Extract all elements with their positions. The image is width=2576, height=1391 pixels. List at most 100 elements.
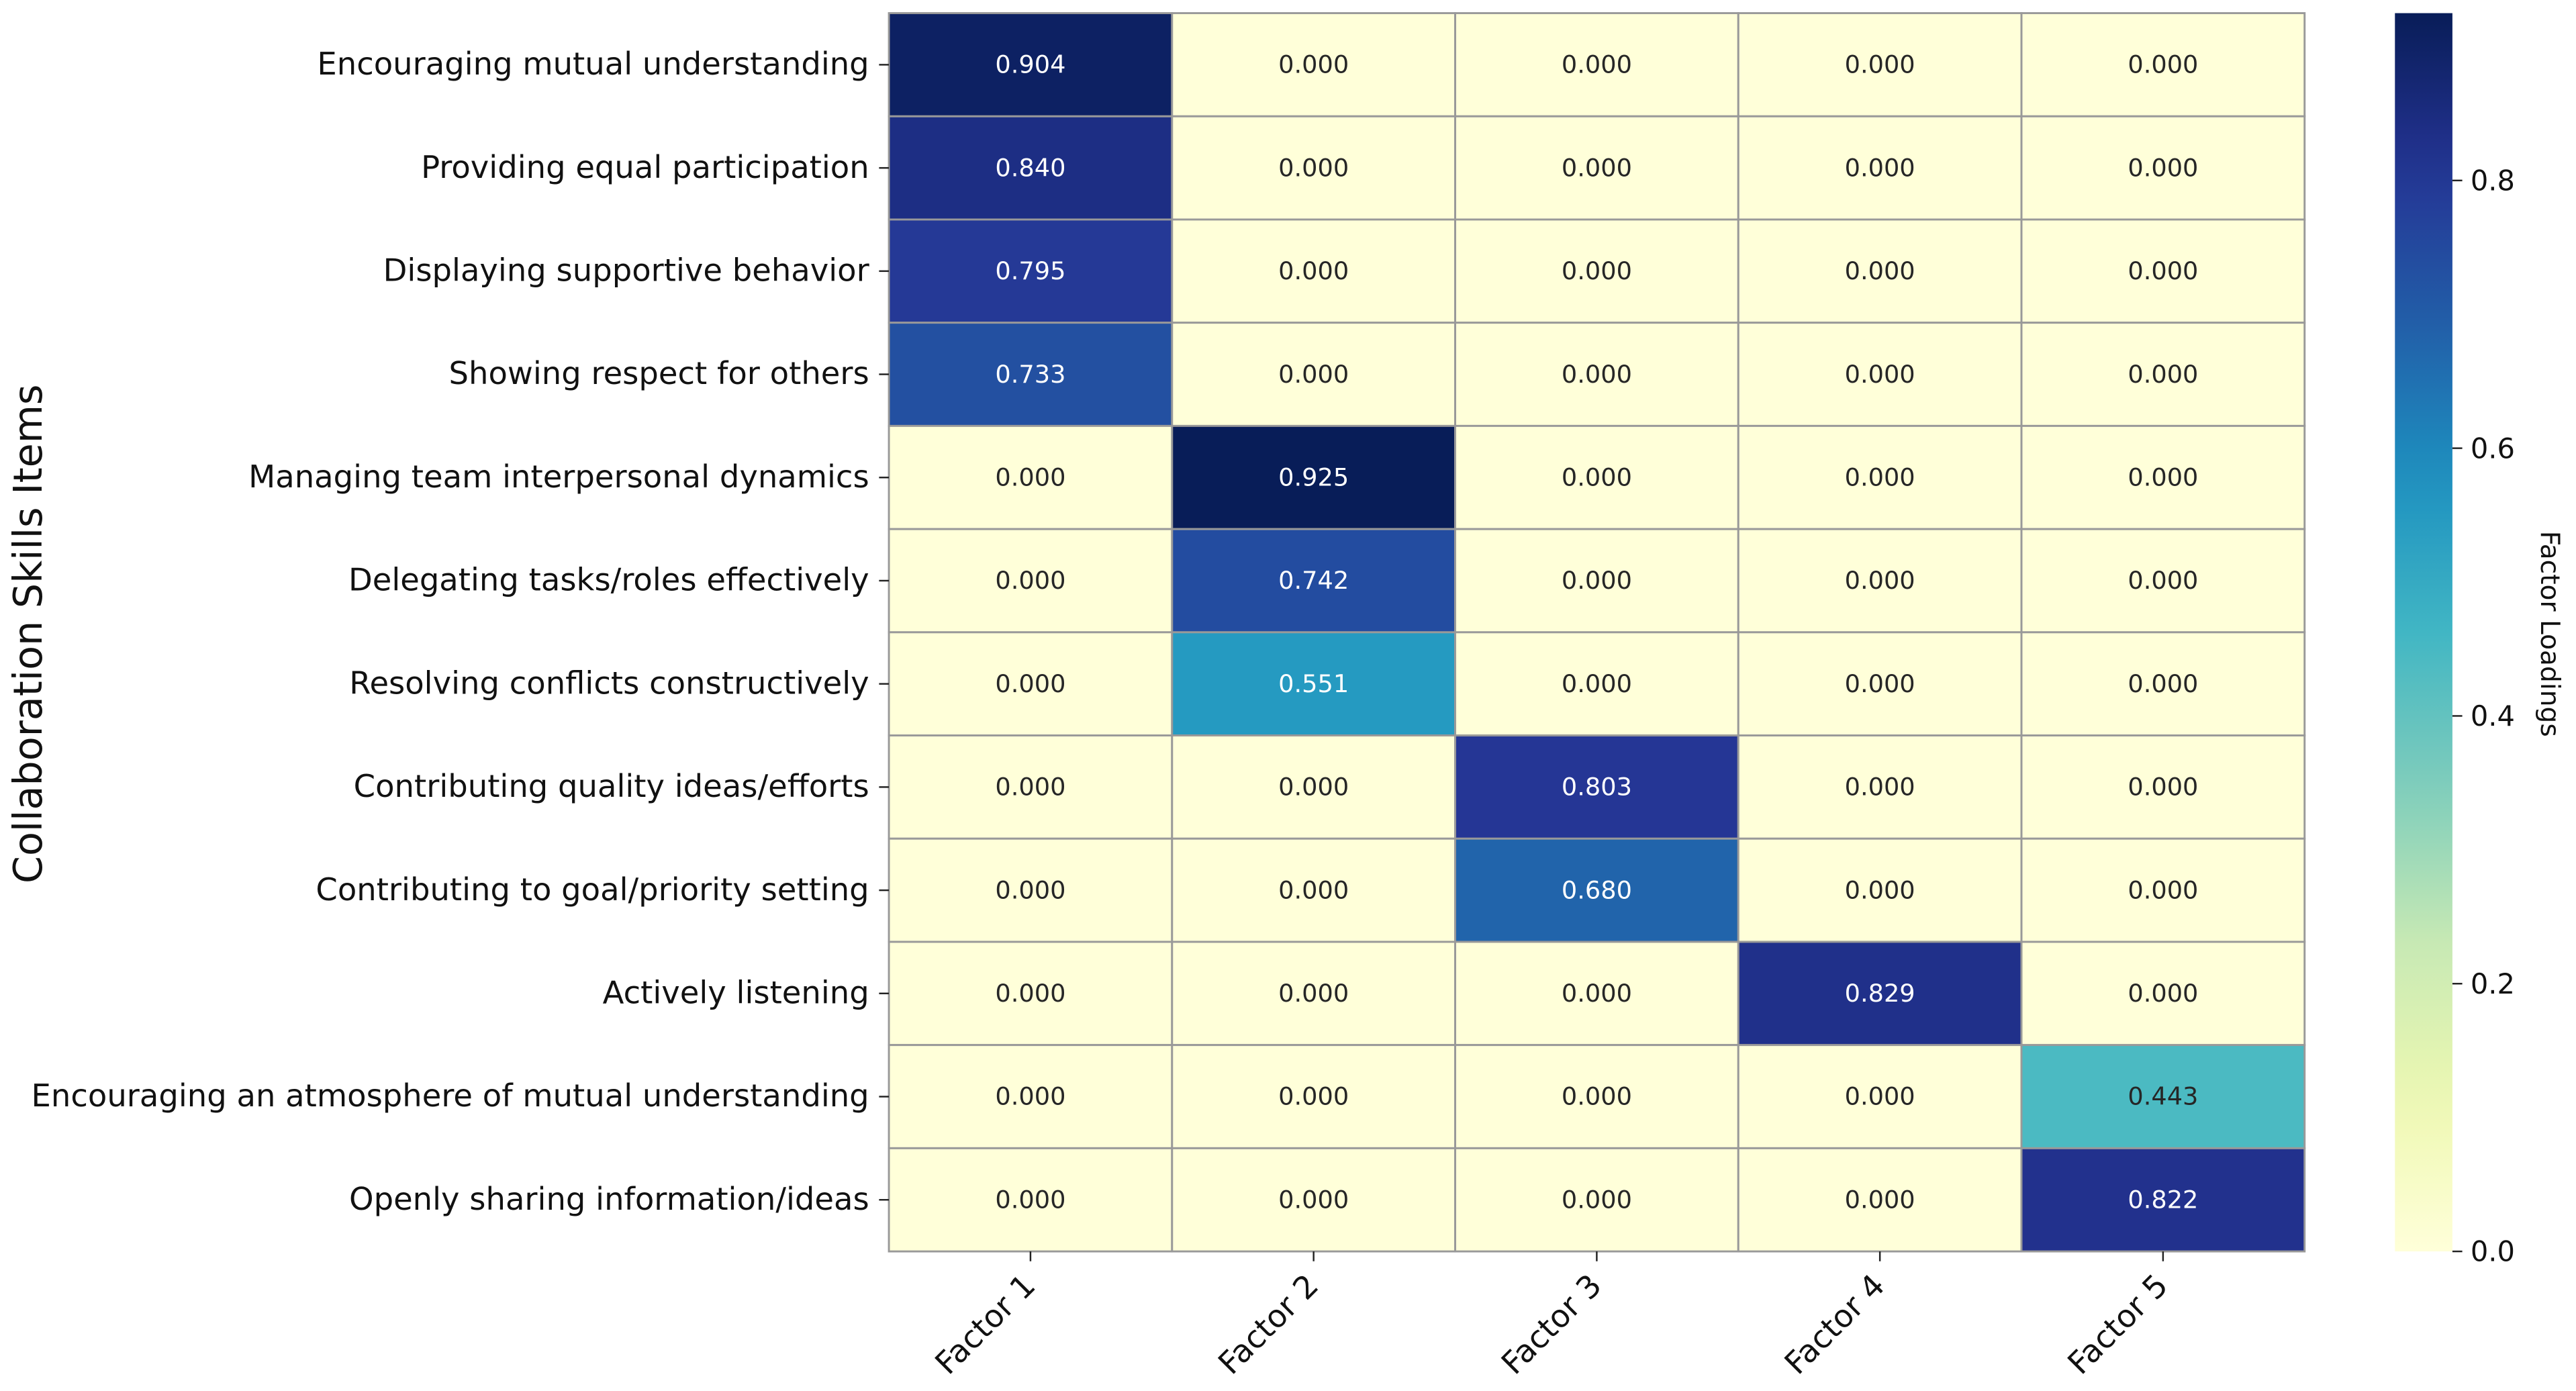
cell-value-label: 0.551 [1278,669,1349,698]
heatmap-cell [1737,528,2023,634]
cell-value-label: 0.000 [2128,256,2198,285]
heatmap-cell [1737,1044,2023,1149]
heatmap-cell [1454,1044,1739,1149]
cell-value-label: 0.000 [1562,153,1632,182]
cell-value-label: 0.925 [1278,463,1349,491]
heatmap-cell [1454,424,1739,530]
heatmap-cell [2020,115,2306,221]
heatmap-cell [2020,424,2306,530]
heatmap-cell [2020,528,2306,634]
heatmap-cell [1171,528,1456,634]
heatmap-cell [1737,1147,2023,1253]
cell-value-label: 0.000 [1278,360,1349,389]
heatmap-cell [1454,322,1739,427]
cell-value-label: 0.000 [1845,463,1915,491]
x-tick-label: Factor 2 [1211,1267,1325,1381]
cell-value-label: 0.000 [2128,463,2198,491]
heatmap-cell [1454,12,1739,117]
y-tick-label: Contributing to goal/priority setting [316,871,869,908]
cell-value-label: 0.000 [1278,875,1349,904]
cell-value-label: 0.840 [995,153,1065,182]
heatmap-cell [2020,734,2306,840]
heatmap-cell [1171,322,1456,427]
x-tick-label: Factor 1 [928,1267,1042,1381]
y-tick-label: Managing team interpersonal dynamics [248,459,869,495]
cell-value-label: 0.000 [1562,256,1632,285]
cell-value-label: 0.000 [1845,256,1915,285]
cell-value-label: 0.000 [1278,1185,1349,1214]
heatmap-cell [1737,734,2023,840]
heatmap-cell [1171,734,1456,840]
heatmap-cell [1454,115,1739,221]
cell-value-label: 0.000 [1562,669,1632,698]
cell-value-label: 0.000 [2128,153,2198,182]
y-tick-label: Providing equal participation [421,149,869,185]
y-tick-labels: Encouraging mutual understanding Providin… [32,46,890,1217]
cell-value-label: 0.000 [1278,153,1349,182]
colorbar-label: Factor Loadings [2534,531,2565,737]
cell-value-label: 0.000 [1845,669,1915,698]
cell-value-label: 0.829 [1845,979,1915,1008]
y-tick-label: Delegating tasks/roles effectively [348,562,869,598]
colorbar [2395,13,2452,1252]
heatmap-cell [888,12,1174,117]
heatmap-cell [1737,218,2023,324]
heatmap-cell [1454,734,1739,840]
heatmap-cell [1171,218,1456,324]
y-tick-label: Encouraging mutual understanding [317,46,869,82]
cell-value-label: 0.000 [995,1082,1065,1111]
cell-value-label: 0.000 [1845,50,1915,79]
cell-value-label: 0.904 [995,50,1065,79]
heatmap-cell [2020,218,2306,324]
heatmap-cell [888,1147,1174,1253]
cell-value-label: 0.742 [1278,566,1349,595]
colorbar-ticks: 0.0 0.2 0.4 0.6 0.8 [2452,164,2515,1268]
cell-value-label: 0.795 [995,256,1065,285]
heatmap-cell [1171,837,1456,943]
x-tick-labels: Factor 1 Factor 2 Factor 3 Factor 4 Factor 5 [928,1251,2175,1382]
cell-value-label: 0.000 [1562,50,1632,79]
heatmap-cell [888,115,1174,221]
cell-value-label: 0.822 [2128,1185,2198,1214]
y-tick-label: Openly sharing information/ideas [349,1181,869,1217]
cell-value-label: 0.000 [1562,360,1632,389]
y-tick-label: Showing respect for others [448,355,869,391]
cell-value-label: 0.000 [1562,979,1632,1008]
cell-value-label: 0.443 [2128,1082,2198,1111]
cell-value-label: 0.000 [2128,773,2198,802]
x-tick-label: Factor 4 [1778,1267,1892,1381]
heatmap-cell [1737,12,2023,117]
cell-value-label: 0.000 [1845,360,1915,389]
x-tick-label: Factor 3 [1494,1267,1609,1381]
colorbar-tick-label: 0.2 [2471,967,2515,1000]
colorbar-tick-label: 0.0 [2471,1235,2515,1268]
cell-value-label: 0.000 [1278,773,1349,802]
cell-value-label: 0.000 [2128,50,2198,79]
y-axis-label: Collaboration Skills Items [5,384,51,883]
heatmap-cell [888,1044,1174,1149]
cell-value-label: 0.000 [1562,566,1632,595]
cell-value-label: 0.803 [1562,773,1632,802]
heatmap-cell [1454,528,1739,634]
heatmap-cell [1737,941,2023,1047]
heatmap-cell [888,424,1174,530]
cell-value-label: 0.000 [995,875,1065,904]
heatmap-cell [2020,837,2306,943]
y-tick-label: Displaying supportive behavior [383,252,870,289]
cell-value-label: 0.000 [1845,1082,1915,1111]
x-tick-label: Factor 5 [2060,1267,2175,1381]
heatmap-cell [2020,1044,2306,1149]
y-tick-label: Actively listening [603,974,869,1010]
cell-value-label: 0.000 [995,566,1065,595]
cell-value-label: 0.000 [1278,1082,1349,1111]
heatmap-cell [1171,12,1456,117]
colorbar-tick-label: 0.6 [2471,432,2515,465]
cell-value-label: 0.000 [2128,669,2198,698]
cell-value-label: 0.000 [1845,566,1915,595]
heatmap-cell [2020,12,2306,117]
cell-value-label: 0.000 [1278,979,1349,1008]
cell-value-label: 0.000 [1278,256,1349,285]
cell-value-label: 0.000 [1845,875,1915,904]
cell-value-label: 0.000 [2128,979,2198,1008]
heatmap-cell [888,734,1174,840]
